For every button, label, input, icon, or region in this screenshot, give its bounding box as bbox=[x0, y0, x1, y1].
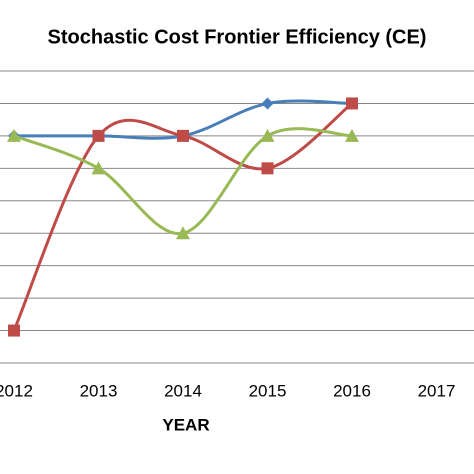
marker bbox=[176, 226, 190, 240]
marker bbox=[92, 129, 105, 142]
marker bbox=[8, 324, 20, 337]
x-axis-label: YEAR bbox=[162, 415, 209, 434]
x-tick-label: 2015 bbox=[249, 381, 287, 400]
series-line bbox=[12, 102, 353, 332]
marker bbox=[7, 128, 21, 142]
x-tick-label: 2016 bbox=[333, 381, 371, 400]
chart-title: Stochastic Cost Frontier Efficiency (CE) bbox=[48, 26, 427, 48]
marker bbox=[260, 128, 275, 142]
x-tick-label: 2014 bbox=[164, 381, 202, 400]
marker bbox=[91, 161, 106, 175]
marker bbox=[261, 162, 274, 175]
marker bbox=[261, 97, 274, 110]
x-tick-label: 2017 bbox=[418, 381, 456, 400]
marker bbox=[177, 129, 189, 142]
marker bbox=[346, 97, 358, 110]
x-tick-label: 2013 bbox=[80, 381, 118, 400]
marker bbox=[345, 128, 359, 142]
x-tick-label: 2012 bbox=[0, 381, 33, 400]
series-line bbox=[13, 127, 353, 235]
